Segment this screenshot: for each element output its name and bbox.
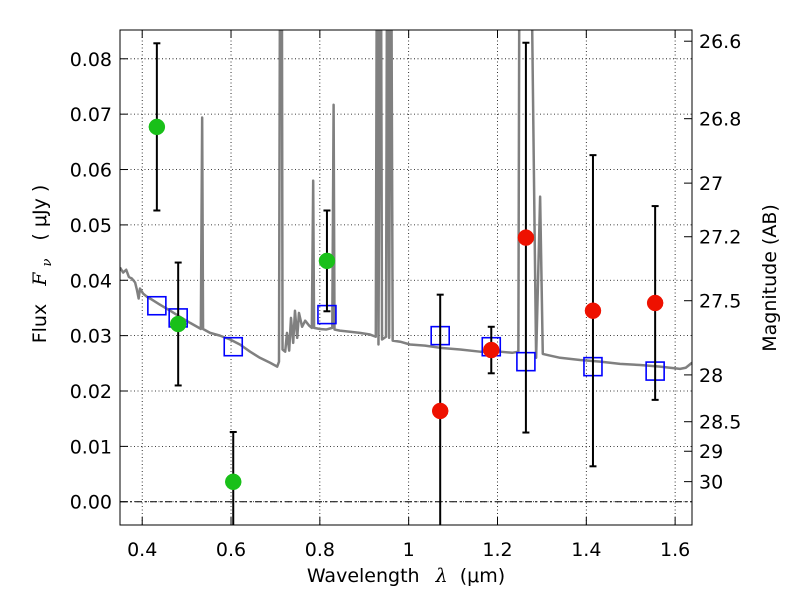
x-axis-label-symbol: λ: [435, 565, 448, 587]
x-tick-label: 0.8: [305, 539, 335, 561]
square-marker: [147, 295, 167, 316]
x-tick-label: 1.4: [571, 539, 601, 561]
y-tick-label: 0.06: [70, 160, 112, 182]
x-axis-label: Wavelength λ (μm): [307, 565, 505, 587]
y-tick-label: 0.05: [70, 215, 112, 237]
plot-background: [120, 30, 692, 525]
y-tick-label: 0.08: [70, 49, 112, 71]
circle-marker: [431, 402, 449, 420]
y2-tick-label: 28: [699, 365, 723, 387]
y-axis-label-unit: ( μJy ): [29, 185, 51, 241]
y2-tick-label: 29: [699, 441, 723, 463]
y-tick-label: 0.03: [70, 326, 112, 348]
tick-marks: [120, 30, 692, 525]
x-axis-label-text: Wavelength: [307, 565, 420, 587]
y-axis-label-text: Flux: [29, 304, 51, 344]
y-tick-label: 0.00: [70, 492, 112, 514]
y-tick-label: 0.01: [70, 436, 112, 458]
y-tick-label: 0.07: [70, 104, 112, 126]
y-axis-label: Flux F ν ( μJy ): [29, 185, 56, 344]
y2-tick-label: 27.5: [699, 291, 741, 313]
circle-marker: [483, 341, 500, 359]
x-tick-label: 0.4: [127, 539, 157, 561]
y2-tick-label: 26.8: [699, 109, 741, 131]
y-axis-label-subscript: ν: [40, 259, 55, 267]
x-tick-label: 1.2: [482, 539, 512, 561]
x-tick-label: 1.6: [660, 539, 690, 561]
circle-marker: [169, 315, 187, 333]
square-marker: [223, 336, 244, 357]
tick-labels: 0.4 0.6 0.8 1 1.2 1.4 1.6 0.00 0.01 0.02 0.03 0.04 0…: [70, 31, 742, 561]
y2-tick-label: 27.2: [699, 227, 741, 249]
circle-marker: [318, 252, 336, 270]
y2-axis-label: Magnitude (AB): [759, 204, 781, 352]
circle-markers: [148, 118, 664, 491]
y2-tick-label: 26.6: [699, 31, 741, 53]
y-tick-label: 0.02: [70, 381, 112, 403]
circle-marker: [646, 294, 664, 312]
y2-tick-label: 27: [699, 173, 723, 195]
x-tick-label: 1: [403, 539, 415, 561]
circle-marker: [224, 473, 242, 491]
plot-frame: [119, 29, 693, 526]
circle-marker: [148, 118, 166, 136]
y-axis-label-symbol: F: [29, 272, 51, 287]
circle-marker: [517, 229, 535, 246]
x-axis-label-unit: (μm): [460, 565, 505, 587]
y2-tick-label: 30: [699, 472, 723, 494]
circle-marker: [584, 302, 602, 319]
y-tick-label: 0.04: [70, 270, 112, 292]
x-tick-label: 0.6: [216, 539, 246, 561]
y2-tick-label: 28.5: [699, 412, 741, 434]
